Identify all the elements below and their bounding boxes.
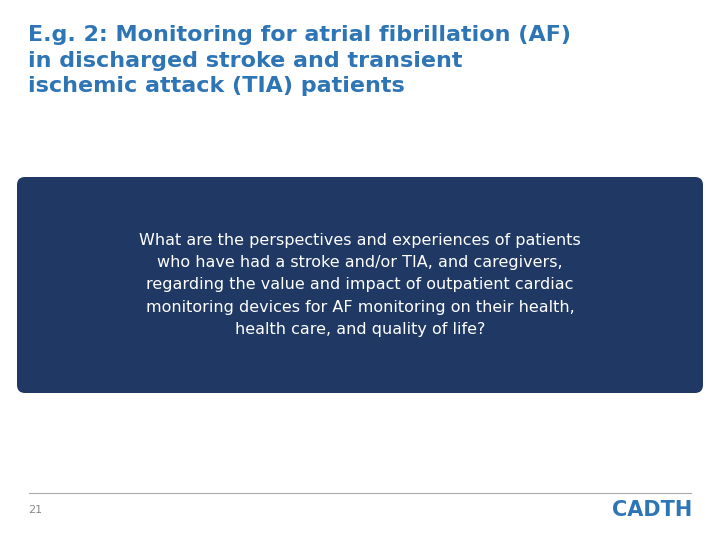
Text: 21: 21 — [28, 505, 42, 515]
Text: E.g. 2: Monitoring for atrial fibrillation (AF)
in discharged stroke and transie: E.g. 2: Monitoring for atrial fibrillati… — [28, 25, 571, 96]
Text: What are the perspectives and experiences of patients
who have had a stroke and/: What are the perspectives and experience… — [139, 233, 581, 337]
Text: CADTH: CADTH — [612, 500, 692, 520]
FancyBboxPatch shape — [17, 177, 703, 393]
